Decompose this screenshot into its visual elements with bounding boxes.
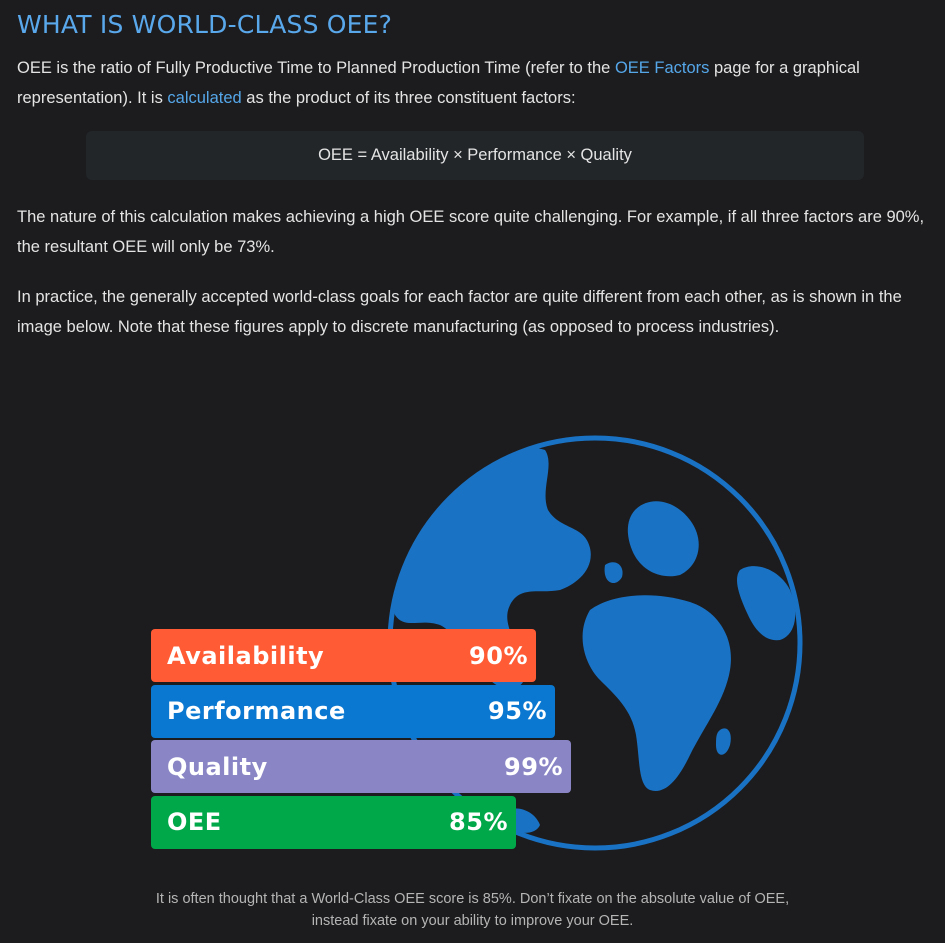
intro-text-c: as the product of its three constituent … <box>241 89 576 107</box>
example-paragraph: The nature of this calculation makes ach… <box>17 208 925 256</box>
bar-label: OEE <box>167 808 222 836</box>
caption-line-1: It is often thought that a World-Class O… <box>155 891 790 907</box>
bar-label: Availability <box>167 641 325 670</box>
calculated-link[interactable]: calculated <box>167 89 242 107</box>
intro-text-a: OEE is the ratio of Fully Productive Tim… <box>17 59 615 77</box>
oee-factors-link[interactable]: OEE Factors <box>614 59 710 77</box>
bar-availability: Availability 90% <box>151 629 536 682</box>
bar-performance: Performance 95% <box>151 684 555 738</box>
intro-paragraph: OEE is the ratio of Fully Productive Tim… <box>17 53 932 113</box>
bar-quality: Quality 99% <box>151 740 571 793</box>
figure-caption: It is often thought that a World-Class O… <box>0 888 945 932</box>
bar-value: 99% <box>504 752 563 781</box>
intro-text-b: page for a graphical representation). It… <box>17 59 860 107</box>
practice-paragraph: In practice, the generally accepted worl… <box>17 288 902 336</box>
formula-text: OEE = Availability × Performance × Quali… <box>318 146 632 164</box>
caption-line-2: instead fixate on your ability to improv… <box>311 913 634 929</box>
formula-box: OEE = Availability × Performance × Quali… <box>86 131 864 180</box>
bar-label: Quality <box>167 752 268 781</box>
bar-value: 90% <box>469 641 528 670</box>
bar-oee: OEE 85% <box>151 795 516 849</box>
bar-value: 95% <box>488 697 547 725</box>
page-title: WHAT IS WORLD-CLASS OEE? <box>17 10 393 39</box>
bar-value: 85% <box>449 808 508 836</box>
world-class-oee-figure: Availability 90% Performance 95% Quality 99% O… <box>0 380 945 880</box>
bar-label: Performance <box>167 697 346 725</box>
